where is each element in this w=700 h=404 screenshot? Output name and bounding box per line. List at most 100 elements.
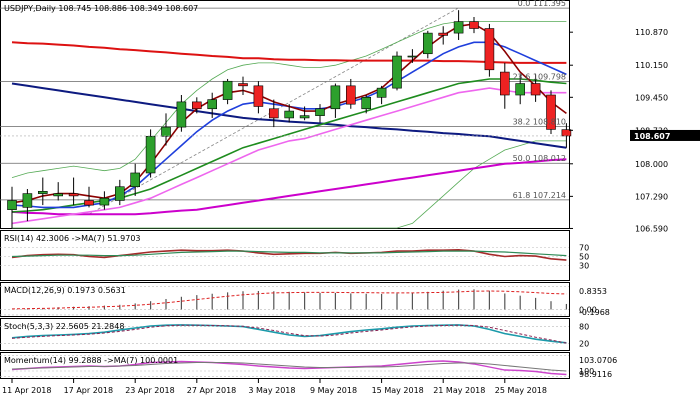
momentum-title: Momentum(14) 99.2888 ->MA(7) 100.0001 <box>4 356 178 365</box>
time-axis-label: 25 May 2018 <box>495 386 547 395</box>
price-axis-label: 110.870 <box>635 28 668 37</box>
macd-plot <box>0 286 569 316</box>
time-axis-label: 27 Apr 2018 <box>187 386 236 395</box>
bullish-candle <box>145 135 156 174</box>
bearish-candle <box>68 193 79 197</box>
stochastic-axis-label: 80 <box>579 323 589 332</box>
bullish-candle <box>37 191 48 194</box>
bearish-candle <box>561 129 572 137</box>
rsi-axis-label: 30 <box>579 262 589 271</box>
time-axis-label: 23 Apr 2018 <box>125 386 174 395</box>
current-price-tag: 108.607 <box>630 129 700 141</box>
current-price-tag-bg <box>630 129 700 141</box>
bearish-candle <box>469 21 479 29</box>
macd-axis-label: 0.8353 <box>579 287 607 296</box>
bullish-candle <box>376 87 387 98</box>
time-axis: 11 Apr 2018 17 Apr 2018 23 Apr 2018 27 Apr … <box>2 379 547 395</box>
bullish-candle <box>53 193 64 197</box>
macd-pane[interactable]: MACD(12,26,9) 0.1973 0.5631 0.8353 0.00-0… <box>0 282 610 318</box>
rsi-axis-label: 70 <box>579 244 589 253</box>
bearish-candle <box>84 200 94 206</box>
moving-average-line <box>11 41 567 64</box>
time-axis-label: 9 May 2018 <box>310 386 357 395</box>
bearish-candle <box>546 94 556 130</box>
bearish-candle <box>484 28 495 71</box>
bullish-candle <box>330 85 341 110</box>
bearish-candle <box>253 85 264 107</box>
momentum-pane[interactable]: Momentum(14) 99.2888 ->MA(7) 100.0001 10… <box>0 352 617 380</box>
stochastic-axis: 80 20 <box>579 323 589 349</box>
fib-level-label: 50.0 108.012 <box>513 154 566 163</box>
rsi-plot <box>0 247 569 266</box>
bullish-candle <box>130 172 140 188</box>
macd-axis-label: 0.00 <box>579 305 597 314</box>
macd-axis-label: -0.1968 <box>579 308 610 317</box>
time-axis-label: 3 May 2018 <box>248 386 295 395</box>
price-plot <box>0 7 572 229</box>
bullish-candle <box>407 55 418 58</box>
price-axis-label: 108.000 <box>635 160 668 169</box>
symbol-header: USDJPY,Daily 108.745 108.886 108.349 108… <box>4 4 198 13</box>
current-price-value: 108.607 <box>634 132 670 141</box>
time-axis-label: 17 Apr 2018 <box>64 386 113 395</box>
moving-average-line <box>11 87 567 225</box>
momentum-axis-label: 100 <box>579 367 594 376</box>
fibonacci-labels: 0.0 111.395 23.6 109.798 38.2 108.810 50.0 … <box>513 0 566 200</box>
rsi-title: RSI(14) 42.3006 ->MA(7) 51.9703 <box>4 234 141 243</box>
bearish-candle <box>345 85 356 105</box>
bearish-candle <box>238 83 248 87</box>
bullish-candle <box>361 97 372 110</box>
bullish-candle <box>161 126 171 137</box>
price-axis-label: 107.290 <box>635 192 668 201</box>
bullish-candle <box>99 197 110 206</box>
bullish-candle <box>176 101 187 128</box>
fib-level-label: 23.6 109.798 <box>513 72 566 81</box>
bullish-candle <box>515 83 526 96</box>
momentum-ma-line <box>11 362 567 372</box>
stochastic-plot <box>0 324 569 344</box>
bearish-candle <box>438 32 449 36</box>
stochastic-main-line <box>11 324 567 344</box>
fib-level-label: 61.8 107.214 <box>513 191 566 200</box>
bullish-candle <box>315 108 325 116</box>
fib-level-label: 0.0 111.395 <box>518 0 566 8</box>
momentum-axis-label: 103.0706 <box>579 356 617 365</box>
momentum-plot <box>0 355 569 377</box>
macd-pane-border <box>0 282 570 317</box>
bearish-candle <box>268 108 279 119</box>
rsi-axis-label: 50 <box>579 253 589 262</box>
price-axis-label: 106.590 <box>635 224 668 233</box>
price-axis-label: 110.150 <box>635 61 668 70</box>
price-axis-label: 109.450 <box>635 93 668 102</box>
stochastic-axis-label: 20 <box>579 339 589 348</box>
bullish-candle <box>207 99 217 110</box>
bullish-candle <box>299 115 310 119</box>
time-axis-label: 15 May 2018 <box>372 386 424 395</box>
bullish-candle <box>7 200 17 210</box>
bullish-candle <box>22 193 33 208</box>
momentum-axis-label: 98.9116 <box>579 370 612 379</box>
moving-average-line <box>11 158 567 216</box>
fib-level-label: 38.2 108.810 <box>513 118 566 127</box>
bullish-candle <box>222 80 233 100</box>
stochastic-title: Stoch(5,3,3) 22.5605 21.2848 <box>4 322 124 331</box>
macd-axis: 0.8353 0.00-0.1968 <box>579 287 610 317</box>
time-axis-label: 21 May 2018 <box>433 386 485 395</box>
time-axis-label: 11 Apr 2018 <box>2 386 51 395</box>
macd-title: MACD(12,26,9) 0.1973 0.5631 <box>4 286 126 295</box>
rsi-ma-line <box>11 250 567 258</box>
bearish-candle <box>499 71 510 96</box>
bearish-candle <box>192 101 202 110</box>
bullish-candle <box>453 21 464 34</box>
macd-signal-line <box>11 290 567 310</box>
bullish-candle <box>422 32 433 55</box>
bullish-candle <box>392 55 402 89</box>
bullish-candle <box>284 110 295 119</box>
price-pane[interactable]: USDJPY,Daily 108.745 108.886 108.349 108… <box>0 0 700 233</box>
stochastic-pane[interactable]: Stoch(5,3,3) 22.5605 21.2848 80 20 <box>0 318 589 351</box>
